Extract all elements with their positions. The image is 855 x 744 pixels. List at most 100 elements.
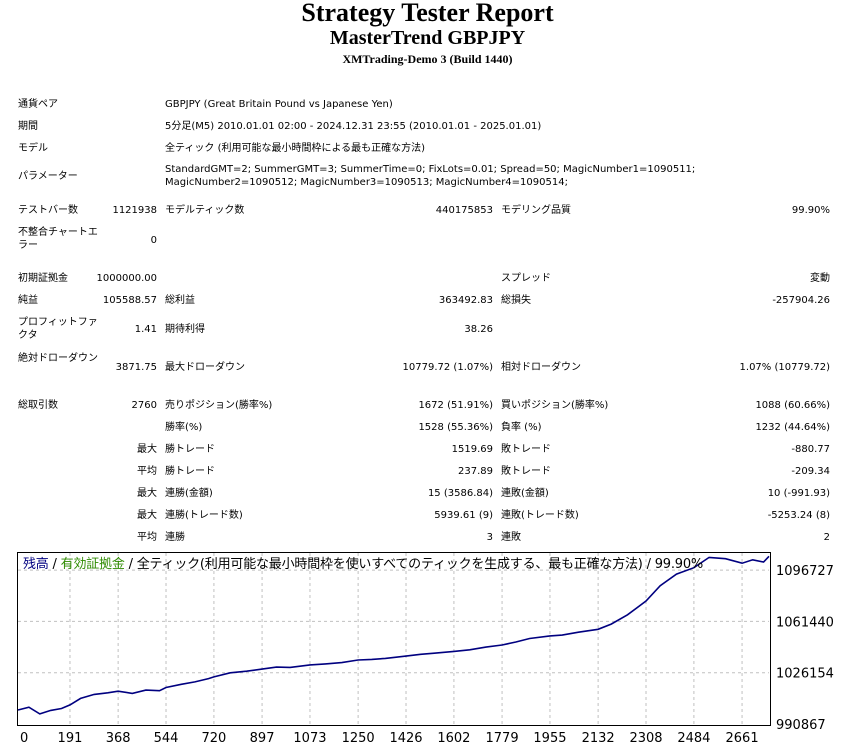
params-label: パラメーター — [18, 171, 78, 182]
avg-loss-label: 敗トレード — [501, 466, 551, 477]
largest-win-value: 1519.69 — [451, 444, 493, 455]
loss-rate-value: 1232 (44.64%) — [755, 422, 830, 433]
period-label: 期間 — [18, 121, 38, 132]
model-label: モデル — [18, 143, 48, 154]
long-positions-label: 買いポジション(勝率%) — [501, 400, 609, 411]
rel-drawdown-value: 1.07% (10779.72) — [739, 362, 830, 373]
max-prefix: 最大 — [137, 510, 157, 521]
avg-consecutive-losses-label: 連敗 — [501, 532, 521, 543]
x-tick-label: 2308 — [629, 731, 662, 744]
max-drawdown-label: 最大ドローダウン — [165, 362, 245, 373]
largest-win-label: 勝トレード — [165, 444, 215, 455]
loss-rate-label: 負率 (%) — [501, 422, 542, 433]
largest-loss-value: -880.77 — [791, 444, 830, 455]
avg-loss-value: -209.34 — [791, 466, 830, 477]
x-tick-label: 897 — [250, 731, 275, 744]
total-trades-label: 総取引数 — [18, 400, 58, 411]
legend-balance: 残高 — [23, 557, 49, 572]
avg-win-label: 勝トレード — [165, 466, 215, 477]
x-tick-label: 0 — [20, 731, 28, 744]
profit-factor-value: 1.41 — [134, 324, 157, 335]
chart-legend: 残高 / 有効証拠金 / 全ティック(利用可能な最小時間枠を使いすべてのティック… — [23, 556, 703, 573]
y-tick-label: 1096727 — [776, 564, 834, 579]
net-value: 105588.57 — [102, 295, 157, 306]
abs-drawdown-label: 絶対ドローダウン — [18, 353, 98, 364]
params-value: StandardGMT=2; SummerGMT=3; SummerTime=0… — [165, 164, 696, 188]
short-positions-label: 売りポジション(勝率%) — [165, 400, 273, 411]
report-title: Strategy Tester Report — [301, 0, 554, 27]
x-tick-label: 2661 — [726, 731, 759, 744]
ticks-label: モデルティック数 — [165, 205, 245, 216]
model-value: 全ティック (利用可能な最小時間枠による最も正確な方法) — [165, 143, 426, 154]
gross-loss-label: 総損失 — [501, 295, 531, 306]
win-rate-value: 1528 (55.36%) — [418, 422, 493, 433]
server-build: XMTrading-Demo 3 (Build 1440) — [342, 52, 513, 66]
max-consecutive-profit-value: 5939.61 (9) — [434, 510, 493, 521]
x-tick-label: 544 — [154, 731, 179, 744]
max-consecutive-losses-value: 10 (-991.93) — [767, 488, 830, 499]
legend-separator: / — [48, 557, 61, 572]
x-tick-label: 1955 — [533, 731, 566, 744]
x-tick-label: 368 — [106, 731, 131, 744]
max-prefix: 最大 — [137, 444, 157, 455]
x-tick-label: 2132 — [582, 731, 615, 744]
spread-label: スプレッド — [501, 273, 551, 284]
quality-value: 99.90% — [791, 205, 830, 216]
long-positions-value: 1088 (60.66%) — [755, 400, 830, 411]
expected-payoff-value: 38.26 — [464, 324, 493, 335]
legend-description: / 全ティック(利用可能な最小時間枠を使いすべてのティックを生成する、最も正確な… — [124, 557, 704, 572]
balance-line — [17, 555, 770, 715]
max-prefix: 最大 — [137, 488, 157, 499]
profit-factor-label: プロフィットファクタ — [18, 317, 98, 341]
max-consecutive-wins-label: 連勝(金額) — [165, 488, 213, 499]
max-consecutive-losses-label: 連敗(金額) — [501, 488, 549, 499]
max-consecutive-loss-value: -5253.24 (8) — [767, 510, 830, 521]
total-trades-value: 2760 — [131, 400, 157, 411]
y-tick-label: 1061440 — [776, 615, 834, 630]
avg-prefix: 平均 — [137, 532, 157, 543]
x-tick-label: 720 — [201, 731, 226, 744]
ticks-value: 440175853 — [435, 205, 493, 216]
net-label: 純益 — [18, 295, 38, 306]
period-value: 5分足(M5) 2010.01.01 02:00 - 2024.12.31 23… — [165, 121, 542, 132]
x-tick-label: 1602 — [437, 731, 470, 744]
mismatch-label: 不整合チャートエラー — [18, 227, 98, 251]
bars-label: テストバー数 — [18, 205, 78, 216]
gross-profit-label: 総利益 — [165, 295, 195, 306]
avg-consecutive-wins-value: 3 — [486, 532, 493, 543]
x-tick-label: 1426 — [389, 731, 422, 744]
x-tick-label: 191 — [58, 731, 83, 744]
avg-prefix: 平均 — [137, 466, 157, 477]
win-rate-label: 勝率(%) — [165, 422, 203, 433]
symbol-label: 通貨ペア — [18, 99, 58, 110]
spread-value: 変動 — [810, 273, 830, 284]
abs-drawdown-value: 3871.75 — [115, 362, 157, 373]
avg-consecutive-wins-label: 連勝 — [165, 532, 185, 543]
largest-loss-label: 敗トレード — [501, 444, 551, 455]
max-consecutive-wins-value: 15 (3586.84) — [427, 488, 493, 499]
avg-win-value: 237.89 — [458, 466, 493, 477]
rel-drawdown-label: 相対ドローダウン — [501, 362, 581, 373]
short-positions-value: 1672 (51.91%) — [418, 400, 493, 411]
x-tick-label: 1779 — [486, 731, 519, 744]
avg-consecutive-losses-value: 2 — [823, 532, 830, 543]
gross-profit-value: 363492.83 — [438, 295, 493, 306]
balance-chart — [17, 552, 771, 726]
y-tick-label: 1026154 — [776, 667, 834, 682]
max-consecutive-profit-label: 連勝(トレード数) — [165, 510, 243, 521]
x-tick-label: 1073 — [293, 731, 326, 744]
deposit-value: 1000000.00 — [96, 273, 157, 284]
y-tick-label: 990867 — [776, 718, 826, 733]
quality-label: モデリング品質 — [501, 205, 571, 216]
expected-payoff-label: 期待利得 — [165, 324, 205, 335]
mismatch-value: 0 — [150, 235, 157, 246]
x-tick-label: 1250 — [342, 731, 375, 744]
gross-loss-value: -257904.26 — [772, 295, 830, 306]
symbol-value: GBPJPY (Great Britain Pound vs Japanese … — [165, 99, 393, 110]
max-drawdown-value: 10779.72 (1.07%) — [402, 362, 493, 373]
legend-equity: 有効証拠金 — [60, 557, 125, 572]
max-consecutive-loss-label: 連敗(トレード数) — [501, 510, 579, 521]
report-subtitle: MasterTrend GBPJPY — [329, 27, 526, 49]
bars-value: 1121938 — [112, 205, 157, 216]
